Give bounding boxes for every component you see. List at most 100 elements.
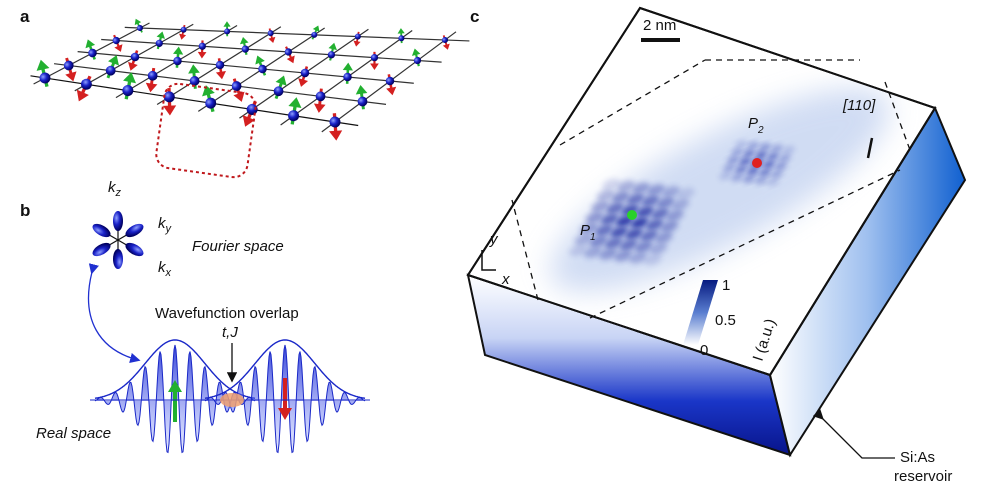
- spin: [173, 46, 184, 68]
- density: [606, 202, 624, 214]
- orbital: [125, 242, 144, 257]
- spin-head: [239, 36, 249, 45]
- real-space-label: Real space: [36, 425, 111, 442]
- spin-site: [267, 30, 274, 37]
- density: [747, 141, 759, 150]
- density: [629, 252, 647, 264]
- density: [735, 165, 747, 174]
- spin: [162, 88, 177, 116]
- density: [636, 206, 654, 218]
- spin-head: [242, 115, 255, 127]
- axis-label: y: [489, 231, 499, 248]
- density: [677, 187, 695, 200]
- density: [771, 144, 783, 153]
- density: [649, 242, 668, 255]
- spin-head: [353, 40, 361, 47]
- density: [625, 228, 643, 240]
- spin-head: [255, 55, 265, 65]
- spin-head: [312, 25, 320, 32]
- spin-head: [386, 86, 397, 96]
- spin-head: [202, 85, 215, 97]
- spin-head: [197, 51, 207, 59]
- density: [640, 230, 658, 242]
- colorbar-tick: 1: [722, 277, 730, 294]
- spin-head: [65, 71, 77, 82]
- spin: [122, 72, 137, 100]
- spin-head: [168, 380, 182, 392]
- spin-site: [329, 116, 341, 128]
- spin-head: [173, 46, 184, 55]
- spin-head: [162, 105, 177, 116]
- spin-site: [224, 28, 231, 35]
- panel-label: c: [470, 7, 479, 26]
- density: [735, 140, 747, 148]
- spin-lattice: [30, 18, 470, 141]
- spin: [255, 55, 267, 76]
- reservoir-label: Si:As: [900, 449, 935, 466]
- spin-head: [85, 39, 96, 49]
- orbital: [113, 211, 123, 231]
- spin-site: [370, 54, 379, 62]
- k-label: kx: [158, 259, 172, 279]
- spin-site: [155, 39, 163, 47]
- spin-site: [241, 45, 249, 53]
- spin-site: [198, 42, 206, 50]
- spin-head: [223, 21, 231, 27]
- spin-site: [327, 51, 336, 59]
- spin: [128, 50, 140, 71]
- density: [727, 156, 739, 164]
- density: [600, 213, 619, 225]
- spin-site: [385, 76, 395, 86]
- density: [645, 219, 664, 231]
- density: [660, 220, 679, 233]
- density: [651, 208, 669, 220]
- orbital: [125, 223, 144, 238]
- spin-head: [370, 63, 379, 70]
- reservoir-label: reservoir: [894, 468, 952, 485]
- density: [731, 148, 743, 156]
- density: [610, 226, 628, 238]
- spin-head: [313, 103, 326, 113]
- spin: [370, 51, 379, 70]
- spin-site: [300, 68, 310, 78]
- orbital: [92, 223, 111, 238]
- density: [662, 186, 680, 198]
- density: [585, 211, 604, 224]
- colorbar: [683, 280, 718, 345]
- spin-site: [105, 65, 116, 76]
- spin-head: [278, 408, 292, 420]
- spin-site: [112, 36, 120, 45]
- spin-site: [189, 76, 200, 86]
- spin: [36, 59, 51, 87]
- spin-site: [258, 64, 267, 74]
- density: [767, 152, 779, 161]
- spin: [85, 39, 97, 60]
- spin-head: [268, 36, 276, 44]
- spin: [63, 57, 77, 82]
- spin: [397, 28, 405, 44]
- density: [644, 253, 662, 266]
- spin-site: [88, 48, 97, 58]
- spin: [239, 36, 249, 55]
- site-label: P2: [748, 115, 764, 136]
- density: [619, 239, 638, 251]
- density: [634, 241, 653, 253]
- density: [739, 157, 751, 166]
- density: [569, 244, 587, 257]
- spin-head: [288, 97, 302, 109]
- spin-head: [108, 55, 119, 66]
- spin-site: [215, 60, 225, 70]
- spin: [288, 97, 302, 125]
- k-label: kz: [108, 179, 122, 199]
- k-label: ky: [158, 215, 173, 235]
- spin-head: [145, 82, 158, 93]
- spin: [112, 34, 123, 52]
- spin-site: [122, 85, 134, 97]
- spin-site: [246, 103, 258, 115]
- spin-head: [36, 59, 50, 71]
- spin-site: [231, 81, 242, 91]
- orbital: [92, 242, 111, 257]
- density: [743, 175, 755, 183]
- curved-arrow: [87, 263, 141, 364]
- spin-head: [188, 64, 200, 74]
